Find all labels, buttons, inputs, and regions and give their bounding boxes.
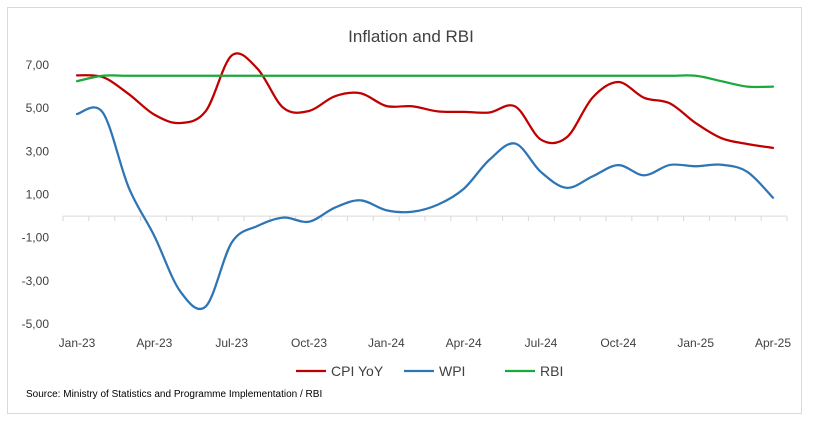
y-tick-label: 7,00 — [26, 58, 50, 72]
x-tick-label: Jul-24 — [525, 336, 558, 350]
x-tick-label: Jan-23 — [59, 336, 96, 350]
legend-label-cpi-yoy: CPI YoY — [331, 363, 384, 379]
y-tick-label: -3,00 — [22, 274, 50, 288]
x-tick-label: Oct-23 — [291, 336, 327, 350]
source-note: Source: Ministry of Statistics and Progr… — [26, 389, 323, 400]
x-tick-label: Jan-24 — [368, 336, 405, 350]
series-line-cpi-yoy — [75, 52, 775, 150]
y-tick-label: -1,00 — [22, 231, 50, 245]
legend-label-rbi: RBI — [540, 363, 563, 379]
y-tick-label: 1,00 — [26, 188, 50, 202]
series-line-wpi — [75, 106, 775, 311]
x-tick-label: Oct-24 — [600, 336, 636, 350]
x-tick-label: Apr-25 — [755, 336, 791, 350]
x-tick-label: Apr-24 — [446, 336, 482, 350]
y-tick-label: 3,00 — [26, 144, 50, 158]
x-tick-label: Jan-25 — [677, 336, 714, 350]
series-line-rbi — [75, 74, 775, 89]
y-tick-label: -5,00 — [22, 317, 50, 331]
y-tick-label: 5,00 — [26, 101, 50, 115]
chart-title: Inflation and RBI — [348, 27, 474, 46]
x-tick-label: Apr-23 — [136, 336, 172, 350]
x-tick-label: Jul-23 — [215, 336, 248, 350]
legend-label-wpi: WPI — [439, 363, 465, 379]
